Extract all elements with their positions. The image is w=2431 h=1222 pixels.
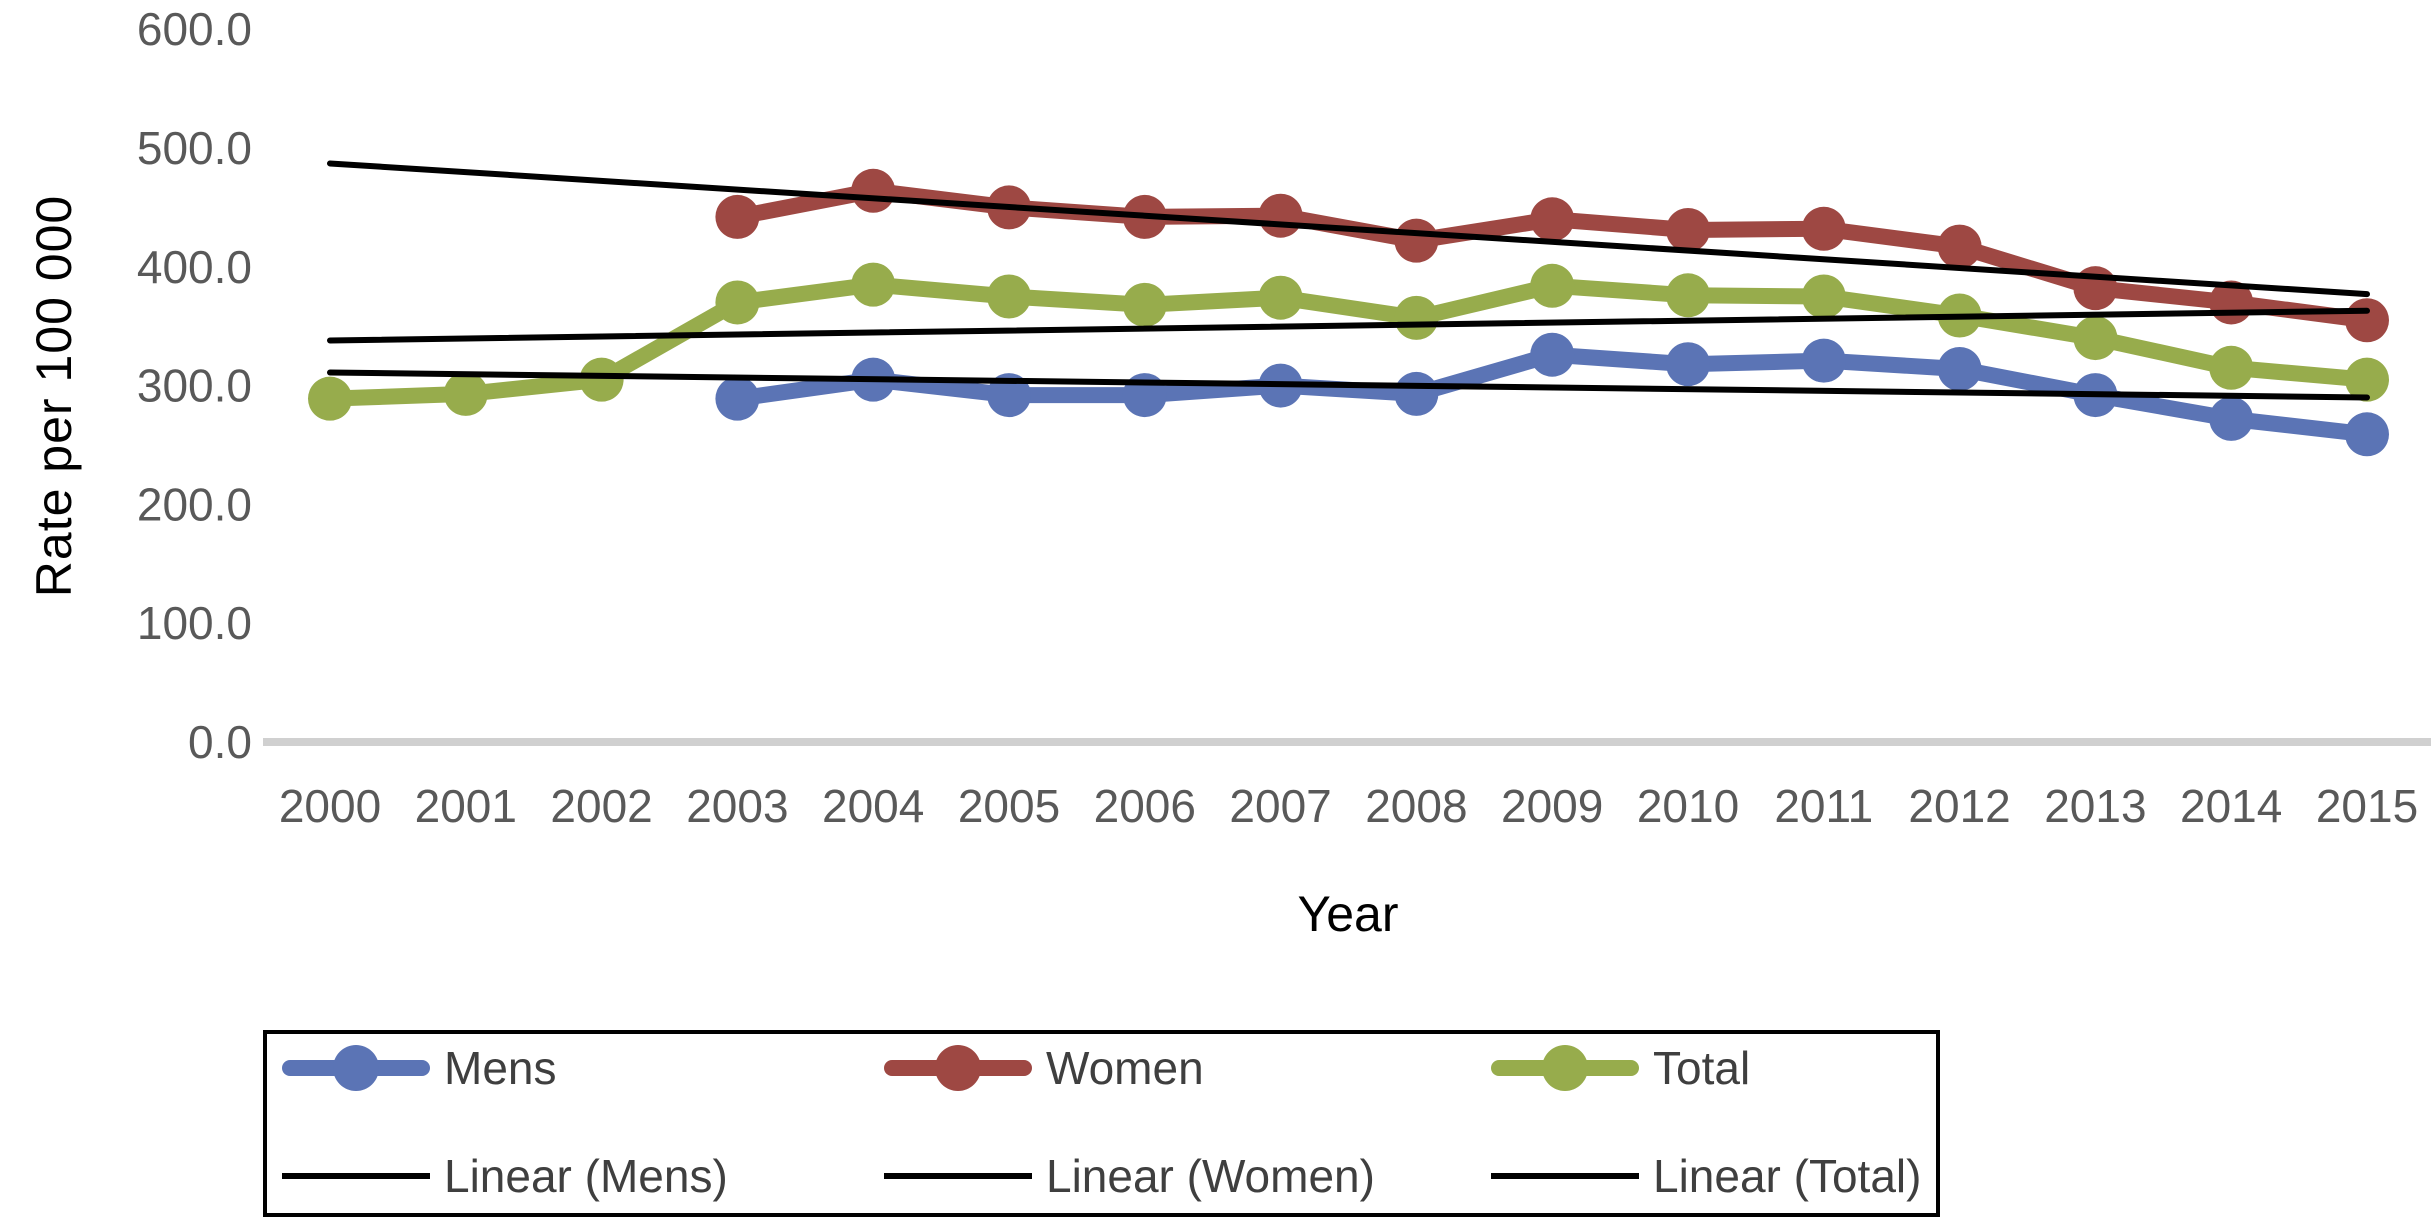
x-axis-tick-label: 2003: [686, 780, 788, 832]
legend-label: Linear (Mens): [444, 1150, 728, 1202]
x-axis-tick-label: 2007: [1229, 780, 1331, 832]
x-axis-tick-label: 2008: [1365, 780, 1467, 832]
y-axis-tick-label: 400.0: [137, 241, 252, 293]
series-marker-mens: [1530, 332, 1575, 377]
y-axis-tick-label: 600.0: [137, 3, 252, 55]
series-marker-total: [1801, 274, 1846, 319]
legend-item-linear-women: Linear (Women): [884, 1148, 1375, 1204]
x-axis-tick-labels: 2000 2001 2002 2003 2004 2005 2006 2007 2008 2009…: [279, 780, 2418, 832]
legend-label: Linear (Women): [1046, 1150, 1375, 1202]
y-axis-tick-label: 300.0: [137, 360, 252, 412]
series-marker-total: [2073, 316, 2118, 361]
legend-item-women: Women: [884, 1040, 1204, 1096]
legend: Mens Women Total Linear (Mens) Linear (W…: [263, 1030, 1940, 1217]
legend-item-linear-total: Linear (Total): [1491, 1148, 1921, 1204]
series-marker-women: [1666, 207, 1710, 252]
series-marker-women: [715, 194, 760, 239]
series-marker-mens: [1394, 371, 1439, 416]
linear-trendlines: [327, 160, 2370, 401]
series-marker-mens: [1801, 338, 1846, 383]
series-line-total: [322, 276, 2375, 407]
legend-label: Women: [1046, 1042, 1204, 1094]
x-axis-tick-label: 2011: [1774, 780, 1873, 832]
series-marker-women: [851, 168, 896, 213]
x-axis-tick-label: 2015: [2316, 780, 2418, 832]
series-marker-total: [715, 280, 760, 325]
legend-label: Mens: [444, 1042, 557, 1094]
x-axis-tick-label: 2002: [550, 780, 652, 832]
data-series-lines: [308, 168, 2389, 457]
legend-item-total: Total: [1491, 1040, 1750, 1096]
trendline-linear-total: [327, 307, 2370, 344]
series-marker-mens: [715, 376, 760, 421]
linear-total-line-swatch: [1491, 1151, 1639, 1201]
x-axis-tick-label: 2000: [279, 780, 381, 832]
series-marker-women: [1937, 224, 1982, 269]
y-axis-tick-label: 200.0: [137, 478, 252, 530]
series-marker-total: [1122, 282, 1167, 327]
series-marker-mens: [987, 373, 1031, 418]
series-marker-total: [443, 371, 488, 416]
linear-women-line-swatch: [884, 1151, 1032, 1201]
women-line-marker-swatch: [884, 1043, 1032, 1093]
x-axis-tick-label: 2009: [1501, 780, 1603, 832]
x-axis-tick-label: 2014: [2180, 780, 2282, 832]
mens-line-marker-swatch: [282, 1043, 430, 1093]
series-marker-women: [1394, 218, 1439, 263]
trendline-linear-mens: [327, 369, 2370, 401]
linear-mens-line-swatch: [282, 1151, 430, 1201]
total-line-marker-swatch: [1491, 1043, 1639, 1093]
series-marker-total: [1394, 295, 1439, 340]
series-marker-mens: [1937, 346, 1982, 391]
legend-item-linear-mens: Linear (Mens): [282, 1148, 728, 1204]
x-axis-tick-label: 2005: [958, 780, 1060, 832]
series-marker-women: [2345, 298, 2389, 343]
x-axis-tick-label: 2001: [415, 780, 517, 832]
legend-label: Linear (Total): [1653, 1150, 1922, 1202]
series-marker-women: [1801, 206, 1846, 251]
series-marker-total: [1666, 273, 1710, 318]
series-marker-total: [2209, 345, 2254, 390]
series-marker-mens: [1666, 342, 1710, 387]
y-axis-tick-label: 500.0: [137, 122, 252, 174]
series-marker-women: [1258, 193, 1303, 238]
legend-item-mens: Mens: [282, 1040, 556, 1096]
y-axis-tick-labels: 0.0 100.0 200.0 300.0 400.0 500.0 600.0: [137, 3, 252, 768]
y-axis-title: Rate per 100 000: [26, 194, 82, 598]
trendline-linear-women: [327, 160, 2370, 298]
legend-label: Total: [1653, 1042, 1751, 1094]
x-axis-tick-label: 2010: [1637, 780, 1739, 832]
y-axis-tick-label: 100.0: [137, 597, 252, 649]
x-axis-title: Year: [1297, 886, 1399, 942]
series-marker-total: [1530, 263, 1575, 308]
series-marker-mens: [2209, 396, 2254, 441]
series-marker-total: [2345, 357, 2389, 402]
x-axis-tick-label: 2004: [822, 780, 924, 832]
series-marker-total: [987, 274, 1031, 319]
series-marker-total: [1258, 275, 1303, 320]
x-axis-tick-label: 2013: [2044, 780, 2146, 832]
series-marker-women: [1530, 197, 1575, 242]
series-marker-total: [308, 376, 352, 421]
series-marker-total: [851, 262, 896, 307]
y-axis-tick-label: 0.0: [188, 716, 252, 768]
series-marker-mens: [2345, 412, 2389, 457]
x-axis-tick-label: 2012: [1908, 780, 2010, 832]
series-marker-total: [579, 357, 624, 402]
x-axis-tick-label: 2006: [1094, 780, 1196, 832]
